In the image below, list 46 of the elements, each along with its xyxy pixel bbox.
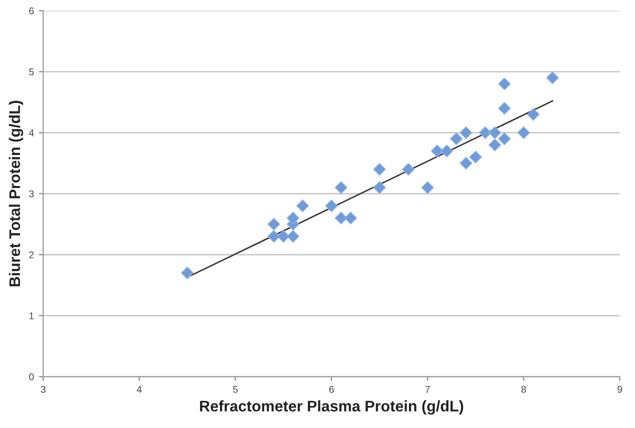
point	[344, 212, 357, 224]
point	[498, 102, 511, 115]
point	[373, 181, 386, 194]
point	[488, 138, 502, 152]
x-tick-label: 4	[136, 386, 142, 393]
point	[430, 144, 444, 158]
point	[450, 132, 463, 146]
point	[478, 126, 492, 139]
point	[498, 78, 511, 90]
point	[268, 230, 280, 243]
point	[181, 266, 194, 280]
y-tick-label: 1	[29, 312, 34, 320]
x-tick-label: 7	[425, 386, 430, 393]
point	[286, 230, 300, 243]
y-tick-label: 5	[29, 68, 34, 76]
point	[546, 71, 559, 84]
point	[286, 212, 300, 224]
point	[296, 200, 309, 212]
x-tick-label: 3	[40, 386, 46, 393]
point	[460, 126, 472, 139]
point	[325, 200, 338, 212]
point	[488, 126, 502, 139]
point	[526, 108, 540, 121]
point	[268, 218, 280, 230]
point	[498, 132, 511, 146]
point	[460, 156, 472, 170]
point	[402, 162, 415, 176]
y-axis-title: Biuret Total Protein (g/dL)	[8, 100, 24, 286]
point	[334, 181, 348, 194]
point	[517, 126, 530, 139]
x-axis-title: Refractometer Plasma Protein (g/dL)	[200, 400, 464, 415]
point	[277, 230, 290, 243]
y-tick-label: 4	[28, 130, 34, 136]
point	[421, 181, 434, 194]
point	[469, 150, 482, 164]
y-tick-label: 6	[29, 7, 34, 14]
x-tick-label: 6	[329, 386, 334, 393]
x-tick-label: 9	[618, 386, 622, 393]
point	[440, 144, 454, 158]
y-tick-label: 2	[29, 251, 34, 258]
point	[373, 162, 386, 176]
x-tick-label: 5	[233, 386, 238, 393]
x-tick-label: 8	[521, 386, 526, 393]
y-tick-label: 3	[29, 190, 34, 198]
y-tick-label: 0	[29, 373, 34, 380]
point	[334, 212, 348, 224]
